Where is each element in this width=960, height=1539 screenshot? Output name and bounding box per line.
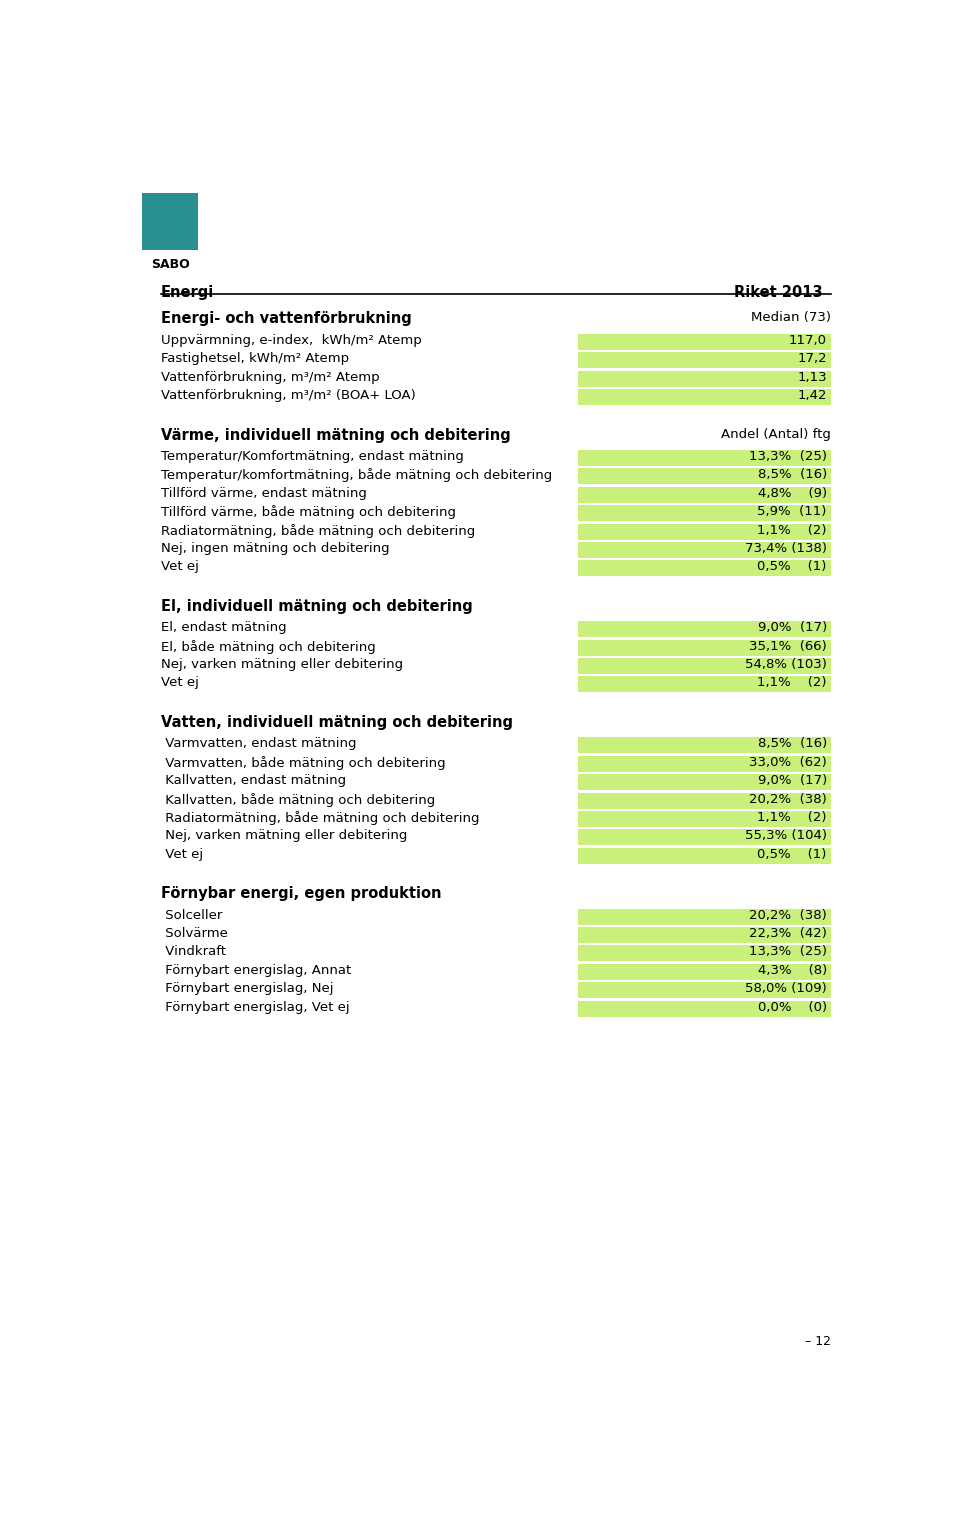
Text: El, endast mätning: El, endast mätning — [161, 622, 286, 634]
Text: Förnybart energislag, Vet ej: Förnybart energislag, Vet ej — [161, 1000, 349, 1014]
FancyBboxPatch shape — [578, 945, 830, 962]
FancyBboxPatch shape — [578, 622, 830, 637]
Text: 1,1%    (2): 1,1% (2) — [757, 523, 827, 537]
Text: 1,13: 1,13 — [797, 371, 827, 383]
Text: 8,5%  (16): 8,5% (16) — [757, 737, 827, 751]
FancyBboxPatch shape — [578, 486, 830, 503]
FancyBboxPatch shape — [578, 830, 830, 845]
Text: Radiatormätning, både mätning och debitering: Radiatormätning, både mätning och debite… — [161, 811, 479, 825]
Text: Vet ej: Vet ej — [161, 848, 204, 860]
Text: Vattenförbrukning, m³/m² Atemp: Vattenförbrukning, m³/m² Atemp — [161, 371, 379, 383]
Text: Förnybar energi, egen produktion: Förnybar energi, egen produktion — [161, 886, 442, 902]
Text: 13,3%  (25): 13,3% (25) — [749, 449, 827, 463]
Text: Energi: Energi — [161, 285, 214, 300]
FancyBboxPatch shape — [578, 640, 830, 656]
Text: 22,3%  (42): 22,3% (42) — [749, 926, 827, 940]
Text: Tillförd värme, endast mätning: Tillförd värme, endast mätning — [161, 486, 367, 500]
Text: 9,0%  (17): 9,0% (17) — [757, 622, 827, 634]
Text: 17,2: 17,2 — [797, 352, 827, 365]
Text: Varmvatten, endast mätning: Varmvatten, endast mätning — [161, 737, 356, 751]
Text: Vindkraft: Vindkraft — [161, 945, 226, 959]
Text: Energi- och vattenförbrukning: Energi- och vattenförbrukning — [161, 311, 412, 326]
FancyBboxPatch shape — [578, 963, 830, 980]
FancyBboxPatch shape — [578, 848, 830, 863]
Text: 20,2%  (38): 20,2% (38) — [749, 908, 827, 922]
Text: Tillförd värme, både mätning och debitering: Tillförd värme, både mätning och debiter… — [161, 505, 456, 519]
Text: 13,3%  (25): 13,3% (25) — [749, 945, 827, 959]
FancyBboxPatch shape — [578, 774, 830, 790]
FancyBboxPatch shape — [578, 1000, 830, 1017]
Text: 0,5%    (1): 0,5% (1) — [757, 848, 827, 860]
Text: Nej, varken mätning eller debitering: Nej, varken mätning eller debitering — [161, 659, 403, 671]
Text: Vet ej: Vet ej — [161, 560, 199, 574]
FancyBboxPatch shape — [578, 560, 830, 576]
FancyBboxPatch shape — [578, 756, 830, 773]
Text: Riket 2013: Riket 2013 — [734, 285, 823, 300]
Text: SABO: SABO — [151, 259, 189, 271]
FancyBboxPatch shape — [578, 371, 830, 386]
Text: 55,3% (104): 55,3% (104) — [745, 830, 827, 842]
Text: Andel (Antal) ftg: Andel (Antal) ftg — [721, 428, 830, 440]
Text: – 12: – 12 — [804, 1336, 830, 1348]
Text: 117,0: 117,0 — [789, 334, 827, 346]
FancyBboxPatch shape — [578, 523, 830, 540]
FancyBboxPatch shape — [578, 505, 830, 522]
FancyBboxPatch shape — [578, 449, 830, 466]
Text: Värme, individuell mätning och debitering: Värme, individuell mätning och debiterin… — [161, 428, 511, 443]
Text: 1,1%    (2): 1,1% (2) — [757, 811, 827, 823]
Text: Vattenförbrukning, m³/m² (BOA+ LOA): Vattenförbrukning, m³/m² (BOA+ LOA) — [161, 389, 416, 402]
FancyBboxPatch shape — [142, 192, 198, 249]
FancyBboxPatch shape — [578, 908, 830, 925]
Text: 54,8% (103): 54,8% (103) — [745, 659, 827, 671]
Text: Kallvatten, både mätning och debitering: Kallvatten, både mätning och debitering — [161, 793, 435, 806]
Text: 4,8%    (9): 4,8% (9) — [757, 486, 827, 500]
Text: Uppvärmning, e-index,  kWh/m² Atemp: Uppvärmning, e-index, kWh/m² Atemp — [161, 334, 421, 346]
Text: 8,5%  (16): 8,5% (16) — [757, 468, 827, 482]
FancyBboxPatch shape — [578, 659, 830, 674]
FancyBboxPatch shape — [578, 737, 830, 754]
Text: Solceller: Solceller — [161, 908, 223, 922]
FancyBboxPatch shape — [578, 926, 830, 943]
FancyBboxPatch shape — [578, 468, 830, 485]
FancyBboxPatch shape — [578, 389, 830, 405]
Text: 9,0%  (17): 9,0% (17) — [757, 774, 827, 788]
Text: 5,9%  (11): 5,9% (11) — [757, 505, 827, 519]
FancyBboxPatch shape — [578, 352, 830, 368]
Text: Varmvatten, både mätning och debitering: Varmvatten, både mätning och debitering — [161, 756, 445, 770]
Text: Fastighetsel, kWh/m² Atemp: Fastighetsel, kWh/m² Atemp — [161, 352, 349, 365]
Text: 73,4% (138): 73,4% (138) — [745, 542, 827, 556]
Text: 33,0%  (62): 33,0% (62) — [749, 756, 827, 770]
FancyBboxPatch shape — [578, 542, 830, 559]
Text: 4,3%    (8): 4,3% (8) — [757, 963, 827, 977]
Text: 1,42: 1,42 — [798, 389, 827, 402]
FancyBboxPatch shape — [578, 793, 830, 808]
Text: Förnybart energislag, Annat: Förnybart energislag, Annat — [161, 963, 351, 977]
Text: El, både mätning och debitering: El, både mätning och debitering — [161, 640, 375, 654]
Text: Radiatormätning, både mätning och debitering: Radiatormätning, både mätning och debite… — [161, 523, 475, 537]
FancyBboxPatch shape — [578, 334, 830, 349]
Text: 35,1%  (66): 35,1% (66) — [749, 640, 827, 653]
Text: 0,0%    (0): 0,0% (0) — [757, 1000, 827, 1014]
Text: 20,2%  (38): 20,2% (38) — [749, 793, 827, 805]
Text: 1,1%    (2): 1,1% (2) — [757, 677, 827, 689]
Text: Nej, ingen mätning och debitering: Nej, ingen mätning och debitering — [161, 542, 390, 556]
Text: Nej, varken mätning eller debitering: Nej, varken mätning eller debitering — [161, 830, 407, 842]
Text: 58,0% (109): 58,0% (109) — [745, 982, 827, 996]
Text: Median (73): Median (73) — [751, 311, 830, 325]
FancyBboxPatch shape — [578, 677, 830, 693]
FancyBboxPatch shape — [578, 982, 830, 999]
Text: Vet ej: Vet ej — [161, 677, 199, 689]
Text: Temperatur/komfortmätning, både mätning och debitering: Temperatur/komfortmätning, både mätning … — [161, 468, 552, 482]
FancyBboxPatch shape — [578, 811, 830, 826]
Text: Kallvatten, endast mätning: Kallvatten, endast mätning — [161, 774, 346, 788]
Text: 0,5%    (1): 0,5% (1) — [757, 560, 827, 574]
Text: Temperatur/Komfortmätning, endast mätning: Temperatur/Komfortmätning, endast mätnin… — [161, 449, 464, 463]
Text: Förnybart energislag, Nej: Förnybart energislag, Nej — [161, 982, 333, 996]
Text: Vatten, individuell mätning och debitering: Vatten, individuell mätning och debiteri… — [161, 716, 513, 729]
Text: El, individuell mätning och debitering: El, individuell mätning och debitering — [161, 599, 472, 614]
Text: Solvärme: Solvärme — [161, 926, 228, 940]
